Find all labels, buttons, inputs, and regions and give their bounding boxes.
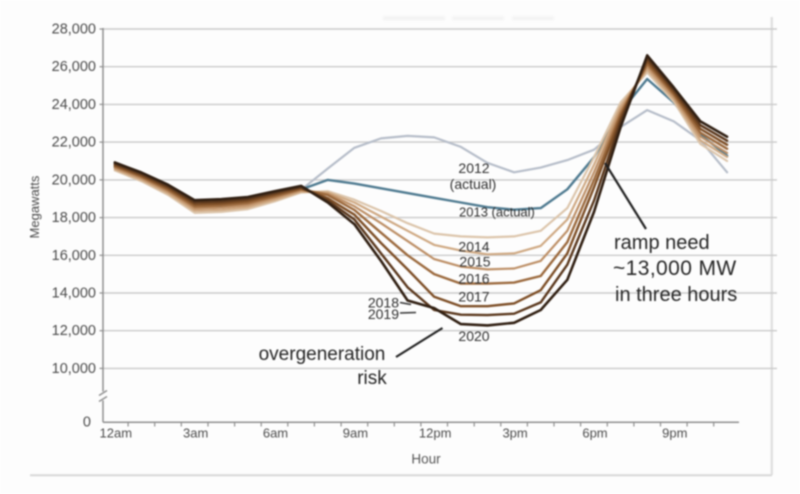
svg-text:risk: risk <box>357 368 387 389</box>
svg-text:Hour: Hour <box>411 452 441 467</box>
svg-text:2016: 2016 <box>458 271 489 287</box>
svg-text:2014: 2014 <box>458 239 489 255</box>
svg-text:10,000: 10,000 <box>52 361 96 377</box>
svg-text:2020: 2020 <box>458 328 489 344</box>
svg-text:2019: 2019 <box>368 306 399 322</box>
svg-text:2013 (actual): 2013 (actual) <box>459 205 535 220</box>
svg-text:2012: 2012 <box>458 160 489 176</box>
svg-text:ramp need: ramp need <box>614 232 710 254</box>
svg-text:3pm: 3pm <box>502 425 527 440</box>
svg-text:overgeneration: overgeneration <box>259 344 386 365</box>
svg-text:22,000: 22,000 <box>52 135 96 151</box>
svg-text:26,000: 26,000 <box>52 59 96 75</box>
svg-text:18,000: 18,000 <box>52 210 96 226</box>
svg-text:6am: 6am <box>263 425 288 440</box>
svg-text:(actual): (actual) <box>450 176 497 192</box>
svg-text:2017: 2017 <box>458 289 489 305</box>
svg-text:0: 0 <box>83 415 91 431</box>
svg-text:12pm: 12pm <box>419 425 452 440</box>
svg-text:12am: 12am <box>100 425 133 440</box>
svg-text:14,000: 14,000 <box>52 286 96 302</box>
svg-text:6pm: 6pm <box>582 425 607 440</box>
svg-text:~13,000 MW: ~13,000 MW <box>613 257 737 280</box>
svg-text:12,000: 12,000 <box>52 323 96 339</box>
svg-text:16,000: 16,000 <box>52 248 96 264</box>
svg-text:3am: 3am <box>183 425 208 440</box>
svg-text:Megawatts: Megawatts <box>27 175 42 238</box>
svg-text:2015: 2015 <box>459 254 490 270</box>
svg-text:24,000: 24,000 <box>52 97 96 113</box>
svg-text:2018: 2018 <box>368 295 399 311</box>
svg-text:9am: 9am <box>343 425 368 440</box>
svg-text:28,000: 28,000 <box>52 22 96 38</box>
svg-text:9pm: 9pm <box>662 425 687 440</box>
svg-text:in three hours: in three hours <box>615 284 737 306</box>
svg-text:20,000: 20,000 <box>52 172 96 188</box>
